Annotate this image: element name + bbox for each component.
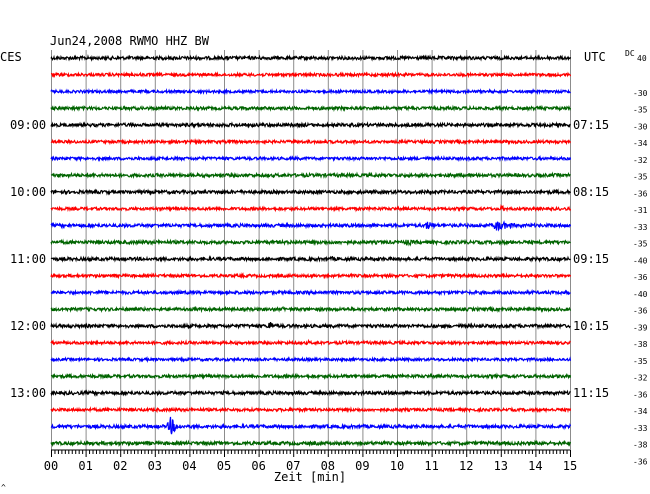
trace-8 bbox=[50, 171, 571, 180]
dc-value-label: -33 bbox=[633, 223, 648, 232]
right-time-label: 08:15 bbox=[573, 185, 609, 199]
left-time-label: 13:00 bbox=[10, 386, 46, 400]
trace-23 bbox=[50, 416, 572, 435]
x-tick-label: 05 bbox=[217, 459, 231, 473]
left-timezone-label: CES bbox=[0, 50, 22, 64]
dc-value-label: -35 bbox=[633, 357, 648, 366]
x-tick-label: 15 bbox=[563, 459, 577, 473]
left-time-label: 10:00 bbox=[10, 185, 46, 199]
trace-15 bbox=[50, 288, 571, 297]
x-tick-label: 10 bbox=[390, 459, 404, 473]
x-tick-label: 12 bbox=[459, 459, 473, 473]
x-tick-label: 11 bbox=[424, 459, 438, 473]
dc-value-label: -32 bbox=[633, 374, 648, 383]
left-time-label: 12:00 bbox=[10, 319, 46, 333]
left-time-label: 09:00 bbox=[10, 118, 46, 132]
right-time-label: 10:15 bbox=[573, 319, 609, 333]
dc-value-label: -30 bbox=[633, 122, 648, 131]
trace-11 bbox=[50, 220, 572, 232]
dc-value-label: -36 bbox=[633, 390, 648, 399]
x-tick-label: 01 bbox=[78, 459, 92, 473]
dc-value-label: -35 bbox=[633, 240, 648, 249]
x-tick-label: 02 bbox=[113, 459, 127, 473]
trace-14 bbox=[50, 272, 572, 280]
x-tick-label: 09 bbox=[355, 459, 369, 473]
trace-4 bbox=[50, 104, 572, 112]
dc-value-label: -30 bbox=[633, 89, 648, 98]
corner-mark: ^ bbox=[1, 483, 6, 492]
dc-value-label: -34 bbox=[633, 139, 648, 148]
trace-6 bbox=[50, 138, 572, 146]
trace-3 bbox=[50, 87, 571, 96]
dc-first-value: 40 bbox=[637, 54, 647, 63]
dc-value-label: -36 bbox=[633, 457, 648, 466]
grid-lines bbox=[51, 50, 571, 450]
right-time-label: 07:15 bbox=[573, 118, 609, 132]
trace-16 bbox=[50, 305, 572, 314]
dc-value-label: -38 bbox=[633, 340, 648, 349]
plot-title: Jun24,2008 RWMO HHZ BW bbox=[50, 34, 210, 48]
dc-value-label: -36 bbox=[633, 273, 648, 282]
trace-24 bbox=[50, 439, 572, 448]
trace-7 bbox=[50, 154, 572, 163]
x-axis-label: Zeit [min] bbox=[274, 470, 346, 484]
x-tick-label: 06 bbox=[251, 459, 265, 473]
trace-18 bbox=[50, 338, 571, 347]
right-time-label: 11:15 bbox=[573, 386, 609, 400]
right-time-label: 09:15 bbox=[573, 252, 609, 266]
dc-value-label: -34 bbox=[633, 407, 648, 416]
trace-22 bbox=[50, 406, 572, 414]
dc-value-label: -36 bbox=[633, 189, 648, 198]
dc-value-label: -38 bbox=[633, 441, 648, 450]
trace-21 bbox=[50, 389, 571, 397]
trace-5 bbox=[50, 121, 571, 129]
x-tick-label: 08 bbox=[321, 459, 335, 473]
dc-value-label: -35 bbox=[633, 173, 648, 182]
x-tick-label: 07 bbox=[286, 459, 300, 473]
trace-9 bbox=[50, 188, 572, 196]
trace-20 bbox=[50, 372, 572, 381]
trace-13 bbox=[50, 255, 571, 263]
x-tick-label: 13 bbox=[494, 459, 508, 473]
dc-column-label: DC bbox=[625, 49, 635, 58]
x-tick-label: 00 bbox=[44, 459, 58, 473]
x-axis: 00 01 02 03 04 05 06 07 08 09 10 11 12 13 14 15 bbox=[44, 449, 577, 473]
trace-19 bbox=[50, 355, 572, 364]
dc-value-label: -39 bbox=[633, 323, 648, 332]
x-tick-label: 14 bbox=[528, 459, 542, 473]
trace-10 bbox=[50, 203, 572, 213]
trace-12 bbox=[50, 238, 571, 247]
dc-value-label: -31 bbox=[633, 206, 648, 215]
row-labels: -30 -35 -30 -34 -32 -35 -36 -31 -33 -35 -40 -36 -40 -… bbox=[10, 89, 648, 467]
dc-value-label: -36 bbox=[633, 307, 648, 316]
dc-value-label: -40 bbox=[633, 256, 648, 265]
dc-value-label: -32 bbox=[633, 156, 648, 165]
left-time-label: 11:00 bbox=[10, 252, 46, 266]
trace-2 bbox=[50, 71, 572, 79]
trace-lines bbox=[50, 54, 572, 448]
trace-1 bbox=[50, 54, 572, 62]
x-tick-label: 04 bbox=[182, 459, 196, 473]
trace-17 bbox=[50, 322, 571, 330]
dc-value-label: -35 bbox=[633, 106, 648, 115]
dc-value-label: -33 bbox=[633, 424, 648, 433]
right-timezone-label: UTC bbox=[584, 50, 606, 64]
dc-value-label: -40 bbox=[633, 290, 648, 299]
x-tick-label: 03 bbox=[148, 459, 162, 473]
